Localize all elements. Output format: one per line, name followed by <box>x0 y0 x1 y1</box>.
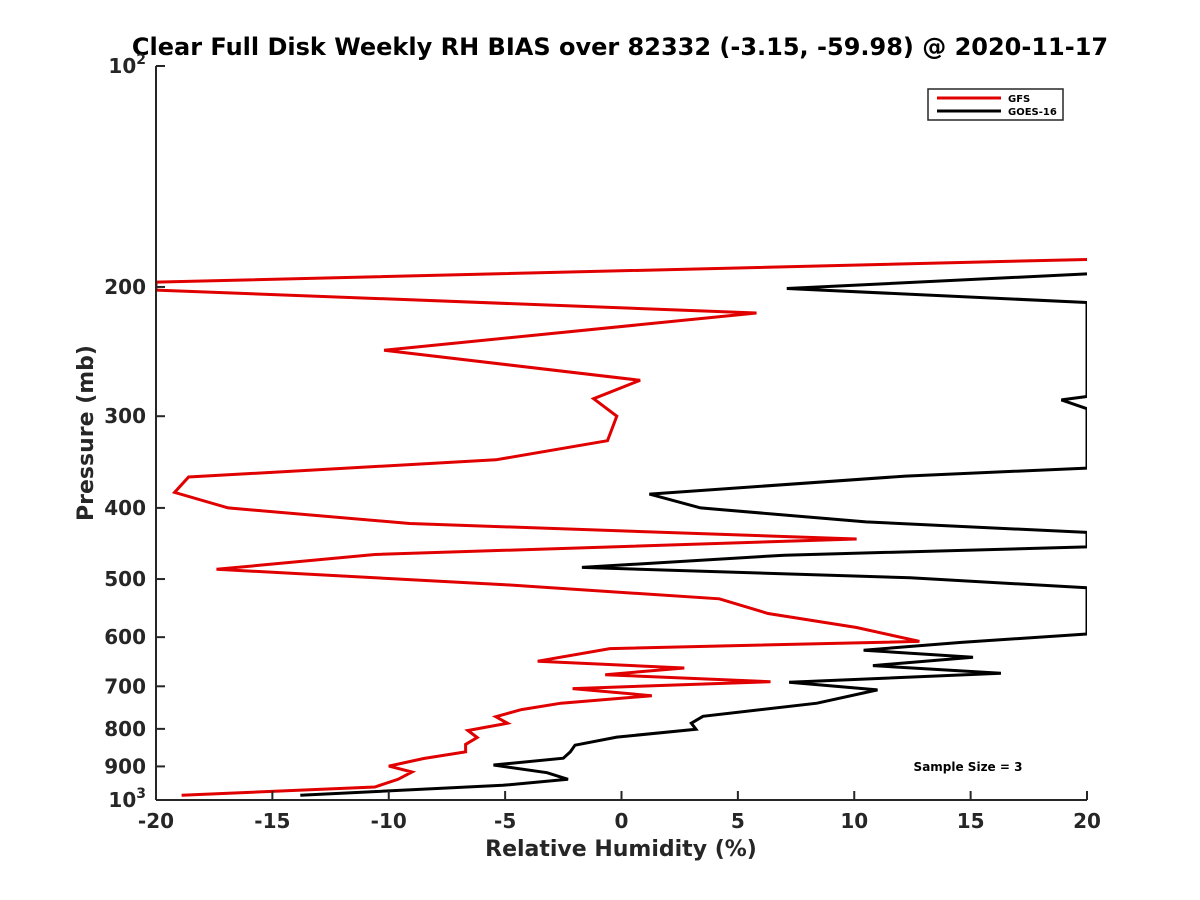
y-tick-label: 800 <box>104 717 146 741</box>
legend-label-goes-16: GOES-16 <box>1008 107 1057 118</box>
y-axis-label: Pressure (mb) <box>74 345 99 521</box>
legend: GFS GOES-16 <box>927 88 1064 121</box>
chart-title: Clear Full Disk Weekly RH BIAS over 8233… <box>132 33 1108 61</box>
x-tick-label: -10 <box>371 809 407 833</box>
series-layer <box>156 257 1087 797</box>
x-axis-label: Relative Humidity (%) <box>485 837 757 862</box>
y-tick-label: 200 <box>104 275 146 299</box>
x-tick-label: -15 <box>254 809 290 833</box>
y-tick-label: 300 <box>104 404 146 428</box>
x-tick-label: -20 <box>138 809 174 833</box>
x-tick-label: 5 <box>731 809 745 833</box>
y-tick-label: 103 <box>108 786 146 812</box>
x-tick-label: 20 <box>1073 809 1101 833</box>
sample-size-annotation: Sample Size = 3 <box>914 760 1023 774</box>
x-ticks: -20 -15 -10 -5 0 5 10 15 20 <box>138 791 1101 833</box>
legend-label-gfs: GFS <box>1008 94 1030 105</box>
y-tick-label: 600 <box>104 625 146 649</box>
y-tick-label: 900 <box>104 754 146 778</box>
y-tick-label: 102 <box>108 52 146 78</box>
series-line-goes-16 <box>300 272 1087 797</box>
series-line-gfs <box>156 257 1087 797</box>
x-tick-label: 10 <box>840 809 868 833</box>
y-tick-label: 400 <box>104 496 146 520</box>
y-ticks: 102 200 300 400 500 600 700 800 900 103 <box>104 52 165 812</box>
x-tick-label: 15 <box>957 809 985 833</box>
y-tick-label: 500 <box>104 567 146 591</box>
legend-box <box>927 88 1064 121</box>
x-tick-label: 0 <box>615 809 629 833</box>
x-tick-label: -5 <box>494 809 516 833</box>
y-tick-label: 700 <box>104 674 146 698</box>
